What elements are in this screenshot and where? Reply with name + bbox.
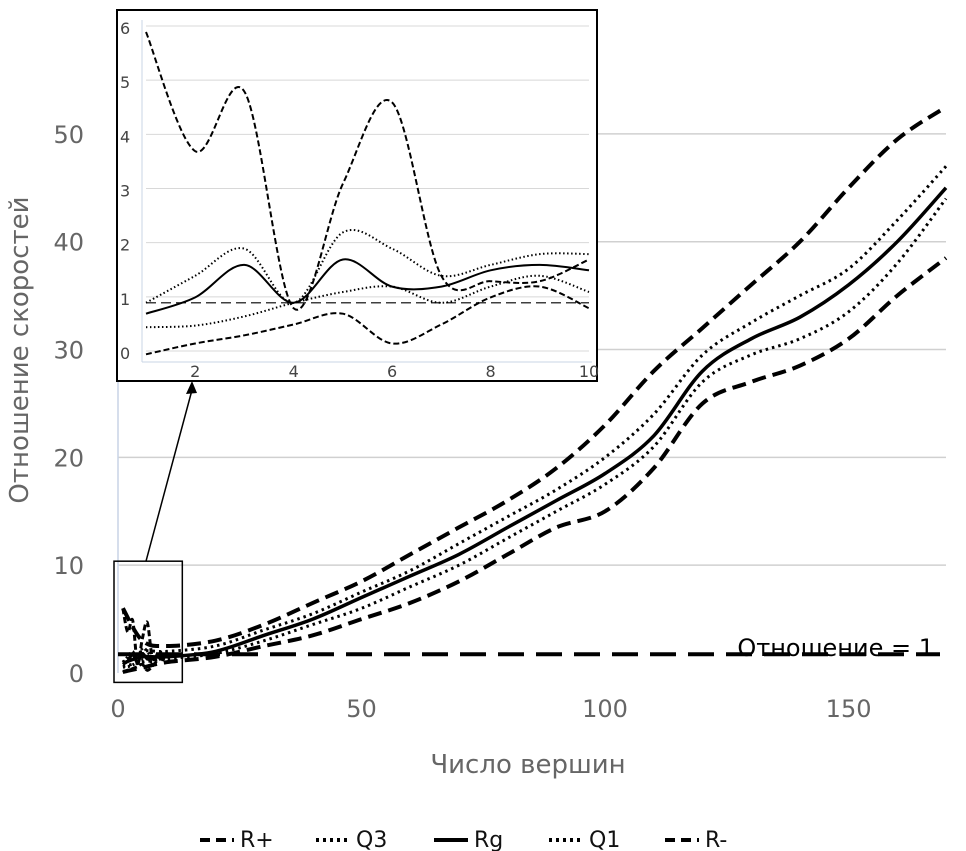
- legend-label-Q3: Q3: [356, 828, 387, 851]
- inset-series-line-Rg: [145, 258, 590, 315]
- inset-y-tick-label: 2: [120, 236, 130, 255]
- x-axis-ticks: 0 50 100 150: [110, 695, 871, 723]
- y-tick-label: 0: [69, 660, 84, 688]
- legend: R+ Q3 Rg Q1 R-: [200, 828, 727, 851]
- y-tick-label: 30: [53, 337, 84, 365]
- inset-series-line-Q3: [145, 229, 590, 304]
- inset-y-tick-label: 5: [120, 73, 130, 92]
- inset-y-tick-label: 4: [120, 127, 130, 146]
- zoom-region-series-R+: [121, 608, 168, 665]
- inset-series-line-Q1: [145, 274, 590, 329]
- reference-line-group: Отношение = 1: [118, 634, 940, 662]
- zoom-indicator: [113, 381, 197, 684]
- legend-label-Rg: Rg: [474, 828, 503, 851]
- zoom-region-series-R-: [122, 657, 168, 674]
- zoom-region-series-Rg: [122, 652, 167, 666]
- inset-frame: [116, 9, 598, 382]
- series-line-Rg: [122, 186, 948, 665]
- y-tick-label: 20: [53, 444, 84, 472]
- inset-x-tick-label: 2: [190, 362, 200, 381]
- inset-x-tick-label: 4: [289, 362, 299, 381]
- inset-y-tick-label: 3: [120, 182, 130, 201]
- zoom-region-box: [113, 560, 184, 684]
- zoom-region-series-Q1: [122, 655, 168, 669]
- reference-line-label: Отношение = 1: [737, 634, 934, 662]
- y-tick-label: 40: [53, 229, 84, 257]
- inset-series-line-R-: [145, 285, 590, 356]
- inset-y-tick-label: 1: [120, 290, 130, 309]
- legend-label-R+: R+: [240, 828, 274, 851]
- inset-y-tick-label: 0: [120, 344, 130, 363]
- series-line-Q3: [122, 165, 948, 664]
- x-tick-label: 0: [110, 695, 125, 723]
- zoom-arrow-head: [186, 381, 197, 394]
- series-line-R+: [121, 105, 948, 649]
- main-series: [121, 105, 948, 674]
- inset-y-tick-label: 6: [120, 19, 130, 38]
- series-line-R-: [122, 256, 948, 674]
- x-axis-title: Число вершин: [430, 750, 625, 780]
- y-axis-ticks: 0 10 20 30 40 50: [53, 121, 84, 688]
- y-tick-label: 10: [53, 552, 84, 580]
- inset-x-tick-label: 10: [579, 362, 599, 381]
- inset-series-line-R+: [145, 31, 590, 311]
- x-tick-label: 50: [346, 695, 377, 723]
- x-tick-label: 100: [582, 695, 628, 723]
- legend-label-R-: R-: [705, 828, 727, 851]
- inset-x-tick-label: 6: [387, 362, 397, 381]
- inset-chart: 0 1 2 3 4 5 6 2 4 6 8 10: [116, 9, 599, 382]
- legend-label-Q1: Q1: [589, 828, 620, 851]
- inset-x-tick-label: 8: [485, 362, 495, 381]
- zoom-arrow-line: [145, 389, 193, 562]
- y-axis-title: Отношение скоростей: [5, 196, 35, 503]
- zoom-region-series-Q3: [121, 646, 167, 664]
- x-tick-label: 150: [826, 695, 872, 723]
- y-tick-label: 50: [53, 121, 84, 149]
